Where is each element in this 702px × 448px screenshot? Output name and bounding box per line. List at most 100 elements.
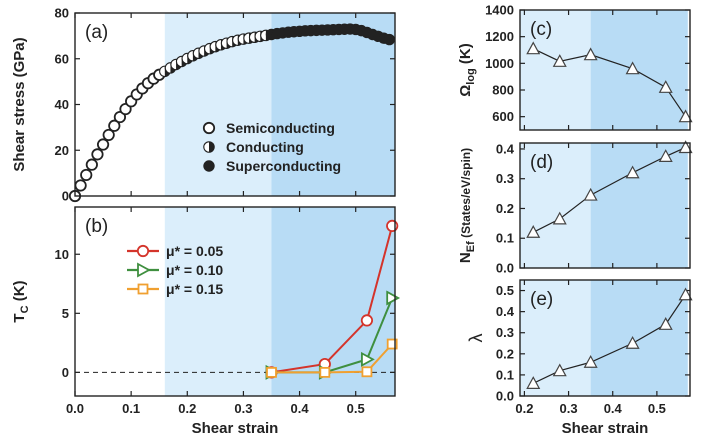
- y-tick-label: 0.0: [496, 389, 514, 404]
- y-axis-label-main: Ω: [457, 85, 474, 97]
- data-point: [383, 33, 396, 46]
- y-tick-label: 0.0: [496, 261, 514, 276]
- data-point: [658, 317, 673, 330]
- legend-marker: [137, 262, 151, 278]
- data-point: [625, 336, 640, 349]
- data-point: [658, 149, 673, 162]
- y-axis-label-subscript: C: [19, 305, 31, 313]
- x-tick-label: 0.2: [515, 401, 533, 416]
- legend-label: Conducting: [226, 139, 304, 155]
- panel-d: 0.0 0.1 0.2 0.3 0.4 (d) NEf (States/eV/spin): [457, 140, 693, 276]
- legend-marker: [136, 244, 150, 258]
- data-point: [102, 128, 115, 142]
- y-tick-label: 0: [62, 189, 69, 204]
- plot-frame: [519, 142, 691, 269]
- x-tick-label: 0.5: [347, 401, 365, 416]
- data-point: [360, 314, 374, 327]
- y-tick-label: 60: [55, 51, 69, 66]
- data-point: [91, 148, 104, 161]
- shade-region-light: [164, 207, 272, 396]
- y-tick-label: 0.3: [496, 171, 514, 186]
- data-point: [80, 168, 93, 182]
- data-point: [526, 376, 541, 389]
- x-tick-label: 0.0: [66, 401, 84, 416]
- legend-marker: [203, 141, 215, 153]
- y-axis-label: Shear stress (GPa): [11, 37, 28, 171]
- y-tick-label: 0.2: [496, 201, 514, 216]
- shade-region-dark: [590, 280, 688, 396]
- data-point: [583, 47, 598, 61]
- shade-region-dark: [271, 13, 395, 196]
- data-point: [678, 287, 693, 301]
- y-tick-label: 0.5: [496, 283, 514, 298]
- panel-label: (b): [85, 216, 108, 237]
- shade-region-dark: [590, 143, 688, 268]
- data-point: [361, 366, 373, 378]
- y-axis-label-main: λ: [466, 334, 486, 343]
- y-axis-label: λ: [466, 334, 486, 343]
- x-axis-label: Shear strain: [562, 420, 649, 437]
- plot-frame: [74, 206, 396, 397]
- y-tick-label: 80: [55, 6, 69, 21]
- y-tick-label: 40: [55, 97, 69, 112]
- data-point: [386, 338, 398, 350]
- data-point: [266, 366, 277, 378]
- plot-frame: [519, 9, 691, 131]
- data-point: [108, 119, 121, 132]
- data-point: [625, 61, 640, 75]
- data-point: [74, 179, 87, 192]
- y-axis-label-main: T: [11, 313, 28, 322]
- shade-region-dark: [590, 10, 688, 130]
- x-tick-label: 0.5: [648, 401, 666, 416]
- panel-a: 0 20 40 60 80 (a) Shear stress (GPa) Semiconduc…: [11, 6, 396, 204]
- data-point: [526, 225, 541, 238]
- data-point: [552, 54, 567, 67]
- x-tick-label: 0.3: [560, 401, 578, 416]
- x-tick-label: 0.2: [178, 401, 196, 416]
- panel-label: (c): [530, 19, 552, 40]
- y-tick-label: 0.4: [496, 304, 515, 319]
- data-point: [386, 219, 399, 232]
- legend-label: μ* = 0.15: [166, 281, 223, 297]
- data-point: [583, 355, 598, 368]
- x-tick-label: 0.4: [291, 401, 310, 416]
- x-tick-label: 0.1: [122, 401, 140, 416]
- y-tick-label: 10: [55, 247, 69, 262]
- panel-label: (d): [530, 152, 553, 173]
- y-axis-label-subscript: Ef: [465, 241, 477, 252]
- legend-marker: [137, 283, 149, 295]
- x-tick-label: 0.4: [604, 401, 623, 416]
- panel-label: (e): [530, 289, 553, 310]
- y-axis-label-unit: (K): [11, 280, 28, 305]
- y-axis-label: TC (K): [11, 280, 31, 322]
- data-point: [319, 366, 331, 378]
- legend-label: Semiconducting: [226, 120, 335, 136]
- y-tick-label: 0.2: [496, 346, 514, 361]
- data-point: [658, 80, 673, 93]
- legend-label: μ* = 0.10: [166, 262, 223, 278]
- legend: Semiconducting Conducting Superconducting: [202, 120, 341, 174]
- data-point: [552, 363, 567, 377]
- shade-region-dark: [271, 207, 395, 396]
- y-tick-label: 0.1: [496, 231, 514, 246]
- legend-marker: [202, 121, 216, 135]
- y-tick-label: 0.1: [496, 367, 514, 382]
- y-axis-label: NEf (States/eV/spin): [457, 148, 477, 263]
- data-point: [361, 351, 375, 367]
- panel-c: 600 800 1000 1200 1400 (c) Ωlog (K): [457, 3, 693, 131]
- series-line: [271, 225, 394, 374]
- y-tick-label: 20: [55, 143, 69, 158]
- y-axis-label-main: N: [457, 252, 474, 263]
- data-point: [386, 290, 401, 306]
- y-tick-label: 0: [62, 365, 69, 380]
- plot-frame: [74, 12, 396, 197]
- y-tick-label: 5: [62, 306, 69, 321]
- y-tick-label: 600: [492, 109, 514, 124]
- y-tick-label: 0.3: [496, 325, 514, 340]
- data-point: [96, 138, 110, 151]
- data-point: [678, 109, 693, 123]
- legend-label: μ* = 0.05: [166, 243, 223, 259]
- data-point: [625, 165, 640, 179]
- y-tick-label: 1200: [485, 29, 514, 44]
